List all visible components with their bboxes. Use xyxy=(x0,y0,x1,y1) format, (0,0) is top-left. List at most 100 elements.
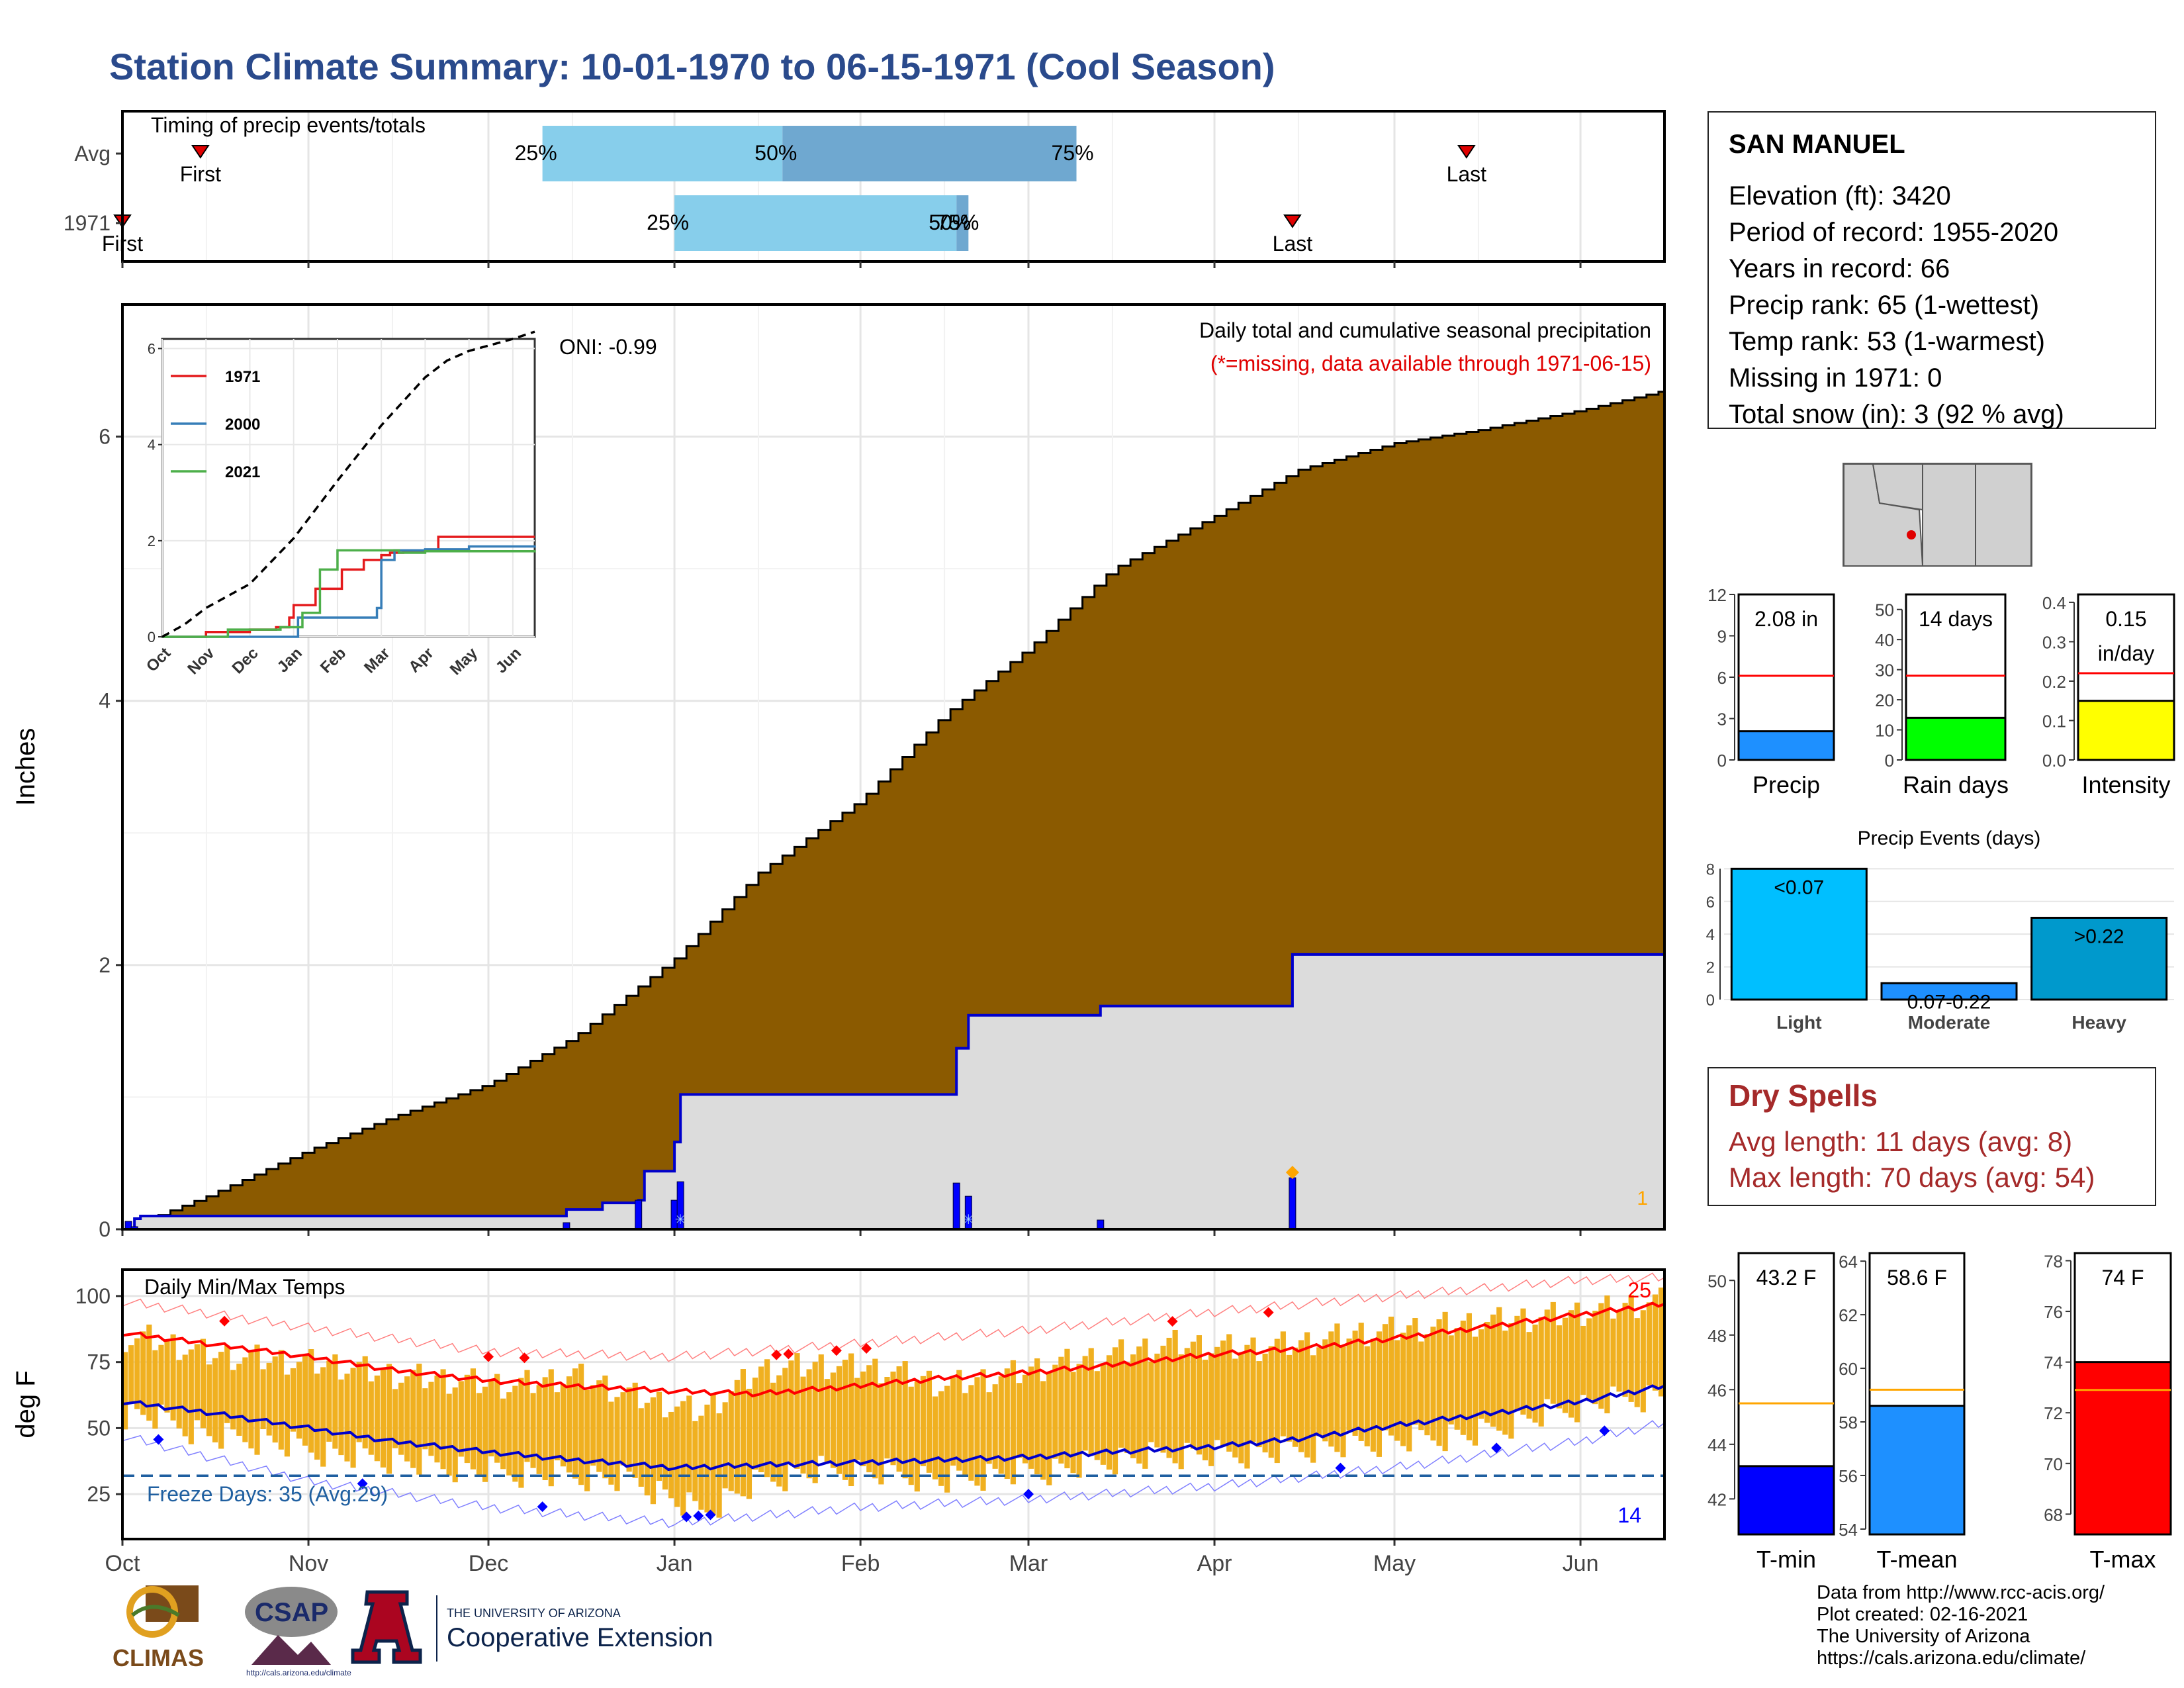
temps-daily-bar xyxy=(1604,1295,1610,1414)
temps-daily-bar xyxy=(494,1374,500,1463)
csap-logo: CSAP http://cals.arizona.edu/climate xyxy=(245,1587,351,1677)
temps-daily-bar xyxy=(254,1344,260,1455)
temps-daily-bar xyxy=(1064,1348,1070,1469)
temps-daily-bar xyxy=(440,1369,446,1470)
temps-daily-bar xyxy=(332,1354,338,1449)
timing-bar-q1 xyxy=(542,126,783,181)
temps-daily-bar xyxy=(1424,1334,1430,1436)
temps-daily-bar xyxy=(626,1387,632,1472)
temps-daily-bar xyxy=(536,1385,542,1474)
temps-daily-bar xyxy=(1052,1364,1058,1459)
temps-cold-record-marker xyxy=(1335,1462,1346,1474)
timing-p25-label: 25% xyxy=(647,211,689,234)
temps-daily-bar xyxy=(1292,1347,1298,1447)
timing-bar-q2 xyxy=(956,195,969,251)
temps-daily-bar xyxy=(764,1359,770,1477)
temps-daily-bar xyxy=(1544,1309,1550,1399)
timing-row-label: Avg xyxy=(74,142,111,165)
temps-daily-bar xyxy=(374,1376,380,1462)
temps-daily-bar xyxy=(1058,1356,1064,1464)
temps-daily-bar xyxy=(794,1353,800,1469)
temps-avg-tmin-line xyxy=(122,1384,1665,1472)
inset-ytick-label: 6 xyxy=(148,341,156,357)
precip-corner-label: 1 xyxy=(1637,1188,1648,1209)
temps-daily-bar xyxy=(758,1366,764,1473)
temps-daily-bar xyxy=(782,1368,788,1491)
page-title: Station Climate Summary: 10-01-1970 to 0… xyxy=(109,46,1275,87)
climas-text: CLIMAS xyxy=(113,1644,204,1671)
temps-daily-bar xyxy=(932,1396,938,1479)
station-temp-rank: Temp rank: 53 (1-warmest) xyxy=(1729,327,2045,356)
temps-daily-bar xyxy=(1478,1329,1484,1419)
precip-ytick-label: 6 xyxy=(99,425,111,449)
events-category-label: Moderate xyxy=(1908,1012,1990,1033)
timing-last-label: Last xyxy=(1447,162,1487,186)
temps-daily-bar xyxy=(452,1387,458,1483)
gauge-ytick-label: 48 xyxy=(1707,1326,1727,1346)
temps-daily-bar xyxy=(446,1393,452,1476)
temps-daily-bar xyxy=(518,1378,524,1488)
station-period: Period of record: 1955-2020 xyxy=(1729,218,2059,247)
temps-daily-bar xyxy=(608,1401,614,1485)
temps-daily-bar xyxy=(1388,1317,1394,1436)
temps-hot-record-marker xyxy=(1167,1316,1178,1327)
temps-daily-bar xyxy=(1010,1360,1016,1485)
gauge-ytick-label: 3 xyxy=(1717,710,1727,729)
temps-daily-bar xyxy=(1592,1311,1598,1405)
temps-daily-bar xyxy=(392,1389,398,1448)
temps-daily-bar xyxy=(236,1364,242,1436)
credit-url: https://cals.arizona.edu/climate/ xyxy=(1817,1648,2086,1669)
climas-logo: CLIMAS xyxy=(113,1585,204,1671)
gauge-bar xyxy=(2073,1361,2172,1536)
temps-hot-record-marker xyxy=(1263,1307,1274,1318)
temps-daily-bar xyxy=(896,1366,902,1472)
temps-daily-bar xyxy=(260,1369,266,1430)
temps-daily-bar xyxy=(1634,1318,1640,1407)
temps-xtick-label: Mar xyxy=(1009,1551,1048,1576)
gauge-label: Rain days xyxy=(1903,771,2009,798)
temps-cold-record-marker xyxy=(1491,1442,1502,1454)
temps-hot-record-marker xyxy=(483,1351,494,1362)
temps-daily-bar xyxy=(326,1360,332,1442)
gauge-ytick-label: 54 xyxy=(1839,1520,1858,1540)
inset-legend-label: 2000 xyxy=(225,416,260,434)
temps-ytick-label: 25 xyxy=(87,1482,111,1506)
station-info-box: SAN MANUEL Elevation (ft): 3420 Period o… xyxy=(1707,111,2156,429)
temps-cold-record-marker xyxy=(537,1501,548,1513)
temps-daily-bar xyxy=(488,1380,494,1457)
gauge-ytick-label: 20 xyxy=(1875,690,1894,710)
csap-text: CSAP xyxy=(255,1598,328,1627)
temps-daily-bar xyxy=(1286,1354,1292,1442)
temps-daily-bar xyxy=(1574,1302,1580,1423)
temps-hot-record-marker xyxy=(783,1348,794,1360)
gauge-bar xyxy=(1737,1465,1835,1536)
ua-small-text: THE UNIVERSITY OF ARIZONA xyxy=(447,1607,621,1620)
temps-daily-bar xyxy=(422,1388,428,1450)
temps-daily-bar xyxy=(524,1370,530,1462)
temps-daily-bar xyxy=(386,1364,392,1474)
temps-daily-bar xyxy=(752,1378,758,1470)
precip-ylabel: Inches xyxy=(11,728,40,806)
temps-hot-record-marker xyxy=(219,1315,230,1327)
temps-daily-bar xyxy=(482,1386,488,1482)
temps-daily-bar xyxy=(530,1393,536,1468)
events-ytick-label: 8 xyxy=(1706,861,1715,878)
temps-daily-bar xyxy=(470,1368,476,1470)
temps-daily-bar xyxy=(1208,1353,1214,1466)
temps-daily-bar xyxy=(248,1350,254,1449)
gauge-value-label: 74 F xyxy=(2101,1266,2144,1289)
precip-legend-note: (*=missing, data available through 1971-… xyxy=(1210,352,1651,375)
temps-hot-record-marker xyxy=(771,1349,782,1360)
map-state-nm xyxy=(1975,463,2032,567)
temps-daily-bar xyxy=(596,1380,602,1472)
gauge-intensity_gauge: 0.0 0.1 0.2 0.3 0.4 0.15 in/day Intensity xyxy=(2042,593,2175,798)
timing-last-label: Last xyxy=(1273,232,1313,256)
temps-daily-bar xyxy=(1496,1307,1502,1431)
temps-daily-bar xyxy=(1112,1347,1118,1475)
temps-daily-bar xyxy=(1244,1344,1250,1469)
ua-logo: THE UNIVERSITY OF ARIZONA Cooperative Ex… xyxy=(351,1590,713,1664)
logos: CLIMAS CSAP http://cals.arizona.edu/clim… xyxy=(106,1579,768,1678)
temps-daily-bar xyxy=(806,1369,812,1479)
temps-daily-bar xyxy=(686,1395,692,1493)
temps-daily-bar xyxy=(920,1376,926,1466)
